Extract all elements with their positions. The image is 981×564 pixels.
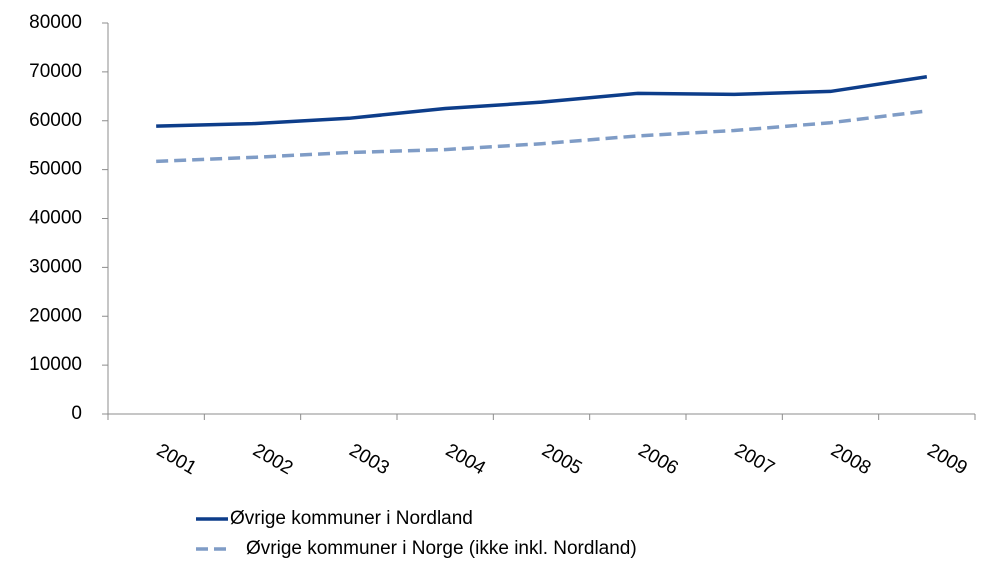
legend-label: Øvrige kommuner i Norge (ikke inkl. Nord… bbox=[246, 538, 637, 559]
x-tick-label: 2004 bbox=[442, 440, 489, 480]
y-tick-label: 80000 bbox=[29, 12, 82, 33]
x-tick-label: 2003 bbox=[346, 440, 393, 479]
series-line bbox=[156, 75, 928, 128]
y-tick-label: 50000 bbox=[29, 159, 82, 180]
legend-label: Øvrige kommuner i Nordland bbox=[230, 508, 473, 529]
y-tick-label: 40000 bbox=[29, 208, 82, 229]
y-tick-label: 30000 bbox=[29, 256, 82, 277]
x-tick-label: 2008 bbox=[827, 440, 874, 479]
x-tick-label: 2007 bbox=[731, 440, 778, 479]
x-tick-label: 2006 bbox=[635, 440, 682, 479]
x-tick-label: 2001 bbox=[153, 440, 200, 479]
y-tick-label: 10000 bbox=[29, 354, 82, 375]
x-tick-label: 2005 bbox=[538, 440, 585, 479]
x-tick-label: 2002 bbox=[249, 440, 296, 479]
series-line bbox=[156, 109, 928, 164]
x-tick-label: 2009 bbox=[924, 440, 971, 479]
y-tick-label: 20000 bbox=[29, 305, 82, 326]
y-tick-label: 70000 bbox=[29, 61, 82, 82]
y-tick-label: 60000 bbox=[29, 110, 82, 131]
y-tick-label: 0 bbox=[71, 403, 82, 424]
